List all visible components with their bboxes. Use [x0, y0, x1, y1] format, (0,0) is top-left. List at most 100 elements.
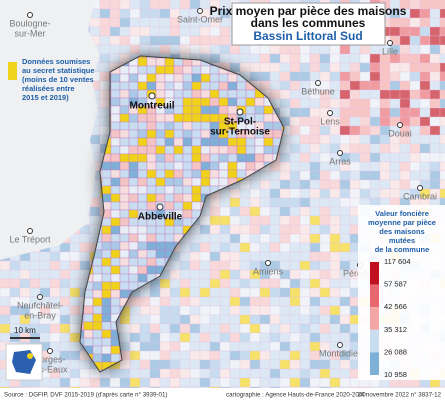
commune [245, 137, 256, 147]
commune [137, 113, 148, 123]
commune [89, 386, 101, 388]
commune [128, 193, 139, 203]
commune [137, 89, 148, 99]
commune [164, 145, 175, 155]
commune [439, 116, 445, 127]
commune [146, 225, 157, 235]
commune [119, 121, 130, 131]
commune [146, 121, 157, 131]
commune [164, 65, 175, 75]
commune [146, 169, 157, 179]
commune [179, 386, 191, 388]
commune [182, 201, 193, 211]
commune [173, 137, 184, 147]
commune [119, 161, 130, 171]
commune [128, 145, 139, 155]
city-dot [397, 122, 403, 128]
commune [101, 241, 112, 251]
city-dot [47, 348, 53, 354]
commune [137, 225, 148, 235]
commune [164, 73, 175, 83]
commune [101, 345, 112, 355]
commune [439, 152, 445, 163]
commune [199, 386, 211, 388]
commune [110, 249, 121, 259]
commune [236, 137, 247, 147]
city-label: Cambrai [403, 191, 437, 201]
commune [200, 97, 211, 107]
commune [439, 107, 445, 118]
commune [439, 26, 445, 37]
legend-title: de la commune [375, 245, 430, 254]
commune [200, 129, 211, 139]
commune [159, 386, 171, 388]
commune [110, 217, 121, 227]
commune [110, 281, 121, 291]
city-dot [197, 8, 203, 14]
commune [439, 197, 445, 208]
commune [119, 89, 130, 99]
commune [209, 177, 220, 187]
commune [128, 201, 139, 211]
commune [173, 65, 184, 75]
city-dot [337, 150, 343, 156]
commune [110, 225, 121, 235]
commune [191, 201, 202, 211]
city-label: sur-Ternoise [210, 127, 270, 138]
commune [236, 153, 247, 163]
commune [191, 65, 202, 75]
legend-swatch [370, 284, 379, 308]
commune [155, 137, 166, 147]
commune [419, 386, 431, 388]
commune [92, 265, 103, 275]
commune [119, 97, 130, 107]
commune [110, 145, 121, 155]
commune [137, 57, 148, 67]
commune [83, 297, 94, 307]
commune [173, 193, 184, 203]
commune [439, 161, 445, 172]
commune [439, 143, 445, 154]
commune [137, 145, 148, 155]
commune [137, 129, 148, 139]
city-label: les-Eaux [32, 364, 68, 374]
commune [119, 233, 130, 243]
commune [101, 321, 112, 331]
commune [164, 161, 175, 171]
commune [92, 313, 103, 323]
commune [101, 233, 112, 243]
commune [101, 185, 112, 195]
city-dot [156, 203, 164, 211]
commune [83, 313, 94, 323]
commune [254, 153, 265, 163]
commune [191, 145, 202, 155]
commune [110, 129, 121, 139]
commune [182, 217, 193, 227]
commune [101, 273, 112, 283]
commune [110, 161, 121, 171]
commune [101, 265, 112, 275]
commune [119, 105, 130, 115]
commune [439, 134, 445, 145]
commune [110, 209, 121, 219]
commune [101, 305, 112, 315]
commune [239, 386, 251, 388]
commune [101, 161, 112, 171]
legend-swatch [370, 329, 379, 353]
commune [146, 113, 157, 123]
city-label: Neufchâtel- [17, 300, 63, 310]
commune [92, 337, 103, 347]
scale-label: 10 km [14, 326, 36, 335]
commune [182, 81, 193, 91]
commune [110, 89, 121, 99]
commune [99, 386, 111, 388]
source: Source : DGFIP, DVF 2015-2019 (d'après c… [4, 392, 167, 399]
commune [254, 145, 265, 155]
commune [164, 121, 175, 131]
commune [173, 153, 184, 163]
commune [219, 386, 231, 388]
commune [191, 169, 202, 179]
commune [164, 89, 175, 99]
city-label: Abbeville [138, 212, 183, 223]
city-dot [27, 12, 33, 18]
